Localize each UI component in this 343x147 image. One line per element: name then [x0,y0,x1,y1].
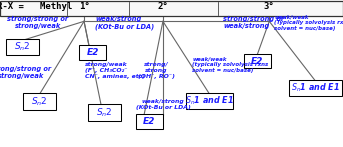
FancyBboxPatch shape [79,46,106,60]
Text: weak/strong
(KOt-Bu or LDA): weak/strong (KOt-Bu or LDA) [135,99,190,110]
Text: 2°: 2° [157,2,168,11]
Text: weak/strong
(KOt-Bu or LDA): weak/strong (KOt-Bu or LDA) [95,16,154,30]
Text: strong/weak
(F⁻, CH₃CO₂⁻
CN⁻, amines, etc): strong/weak (F⁻, CH₃CO₂⁻ CN⁻, amines, et… [85,62,145,79]
Text: 1°: 1° [79,2,90,11]
Text: strong/
strong
(OH⁻, RO⁻): strong/ strong (OH⁻, RO⁻) [138,62,175,79]
Text: 3°: 3° [264,2,275,11]
FancyBboxPatch shape [186,93,233,109]
Text: E2: E2 [86,48,99,57]
FancyBboxPatch shape [88,104,121,121]
FancyBboxPatch shape [289,80,342,96]
Text: R-X =   Methyl: R-X = Methyl [0,2,72,11]
Text: E2: E2 [143,117,155,126]
FancyBboxPatch shape [6,39,39,55]
Text: $S_n2$: $S_n2$ [14,41,31,53]
Text: weak/weak
(Typically solvolysis rxns
solvent = nuc/base): weak/weak (Typically solvolysis rxns sol… [274,15,343,31]
Text: strong/strong or
weak/strong: strong/strong or weak/strong [223,16,284,29]
FancyBboxPatch shape [244,54,271,69]
FancyBboxPatch shape [23,93,56,110]
FancyBboxPatch shape [0,1,343,16]
Text: $S_n$1 and E1: $S_n$1 and E1 [291,82,340,95]
Text: strong/strong or
strong/weak: strong/strong or strong/weak [0,66,51,79]
Text: strong/strong or
strong/weak: strong/strong or strong/weak [7,16,68,29]
Text: $S_n2$: $S_n2$ [31,95,48,108]
Text: $S_n2$: $S_n2$ [96,106,113,119]
Text: weak/weak
(typically solvolysis rxns
solvent = nuc/base): weak/weak (typically solvolysis rxns sol… [192,57,268,73]
FancyBboxPatch shape [136,114,163,129]
Text: $S_n$1 and E1: $S_n$1 and E1 [185,94,234,107]
Text: E2: E2 [251,56,263,66]
